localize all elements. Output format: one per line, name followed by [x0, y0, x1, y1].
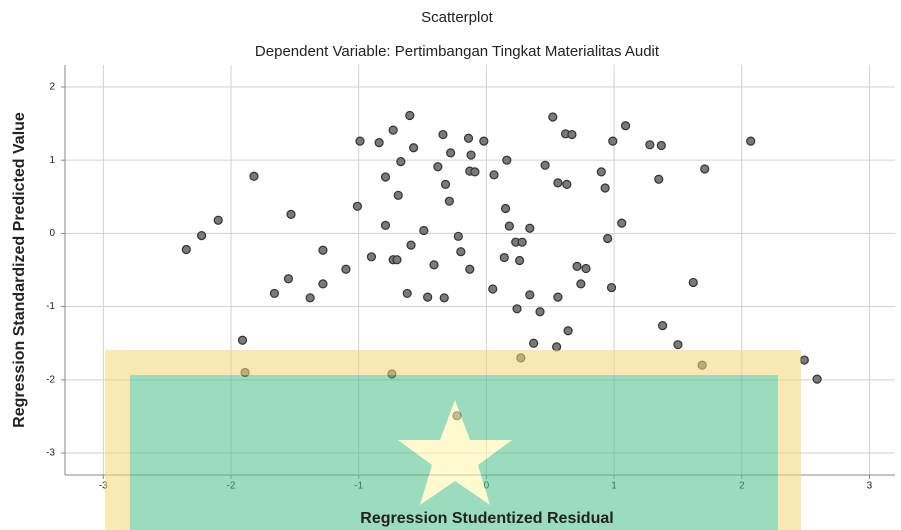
point: [442, 180, 450, 188]
point: [319, 280, 327, 288]
point: [471, 168, 479, 176]
point: [440, 294, 448, 302]
point: [516, 256, 524, 264]
point: [407, 241, 415, 249]
point: [397, 158, 405, 166]
y-tick-label: 1: [49, 155, 55, 166]
point: [604, 235, 612, 243]
point: [410, 144, 418, 152]
point: [439, 131, 447, 139]
point: [503, 156, 511, 164]
point: [568, 131, 576, 139]
point: [536, 308, 544, 316]
point: [198, 232, 206, 240]
point: [238, 336, 246, 344]
y-tick-label: -3: [46, 448, 55, 459]
point: [500, 254, 508, 262]
point: [747, 137, 755, 145]
point: [403, 289, 411, 297]
point: [659, 322, 667, 330]
point: [505, 222, 513, 230]
point: [319, 246, 327, 254]
y-tick-label: -2: [46, 374, 55, 385]
point: [394, 191, 402, 199]
point: [582, 265, 590, 273]
x-tick-label: 3: [867, 481, 873, 492]
y-axis-title: Regression Standardized Predicted Value: [11, 112, 28, 428]
point: [530, 339, 538, 347]
point: [406, 112, 414, 120]
point: [214, 216, 222, 224]
chart-title: Scatterplot: [421, 9, 494, 26]
point: [467, 151, 475, 159]
point: [597, 168, 605, 176]
point: [553, 343, 561, 351]
point: [480, 137, 488, 145]
point: [518, 238, 526, 246]
point: [389, 126, 397, 134]
point: [457, 248, 465, 256]
point: [250, 172, 258, 180]
point: [813, 375, 821, 383]
point: [434, 163, 442, 171]
point: [622, 122, 630, 130]
point: [554, 179, 562, 187]
point: [367, 253, 375, 261]
point: [618, 219, 626, 227]
point: [541, 161, 549, 169]
point: [646, 141, 654, 149]
x-axis-title: Regression Studentized Residual: [360, 510, 613, 527]
point: [573, 262, 581, 270]
point: [342, 265, 350, 273]
point: [601, 184, 609, 192]
y-tick-label: -1: [46, 301, 55, 312]
point: [800, 356, 808, 364]
point: [382, 173, 390, 181]
point: [382, 221, 390, 229]
point: [306, 294, 314, 302]
point: [554, 293, 562, 301]
point: [563, 180, 571, 188]
point: [689, 278, 697, 286]
y-tick-label: 0: [49, 228, 55, 239]
point: [375, 139, 383, 147]
point: [526, 291, 534, 299]
point: [549, 113, 557, 121]
point: [655, 175, 663, 183]
point: [526, 224, 534, 232]
point: [674, 341, 682, 349]
chart-subtitle: Dependent Variable: Pertimbangan Tingkat…: [255, 43, 660, 60]
point: [447, 149, 455, 157]
point: [490, 171, 498, 179]
point: [393, 256, 401, 264]
point: [356, 137, 364, 145]
point: [502, 205, 510, 213]
point: [513, 305, 521, 313]
point: [465, 134, 473, 142]
point: [466, 265, 474, 273]
point: [657, 142, 665, 150]
point: [424, 293, 432, 301]
point: [430, 261, 438, 269]
point: [270, 289, 278, 297]
point: [353, 202, 361, 210]
point: [284, 275, 292, 283]
point: [182, 246, 190, 254]
chart: Scatterplot Dependent Variable: Pertimba…: [0, 0, 901, 530]
watermark: [105, 350, 801, 530]
point: [287, 210, 295, 218]
point: [577, 280, 585, 288]
point: [609, 137, 617, 145]
point: [489, 285, 497, 293]
point: [420, 226, 428, 234]
point: [564, 327, 572, 335]
y-tick-label: 2: [49, 82, 55, 93]
point: [701, 165, 709, 173]
point: [608, 284, 616, 292]
point: [454, 232, 462, 240]
point: [445, 197, 453, 205]
